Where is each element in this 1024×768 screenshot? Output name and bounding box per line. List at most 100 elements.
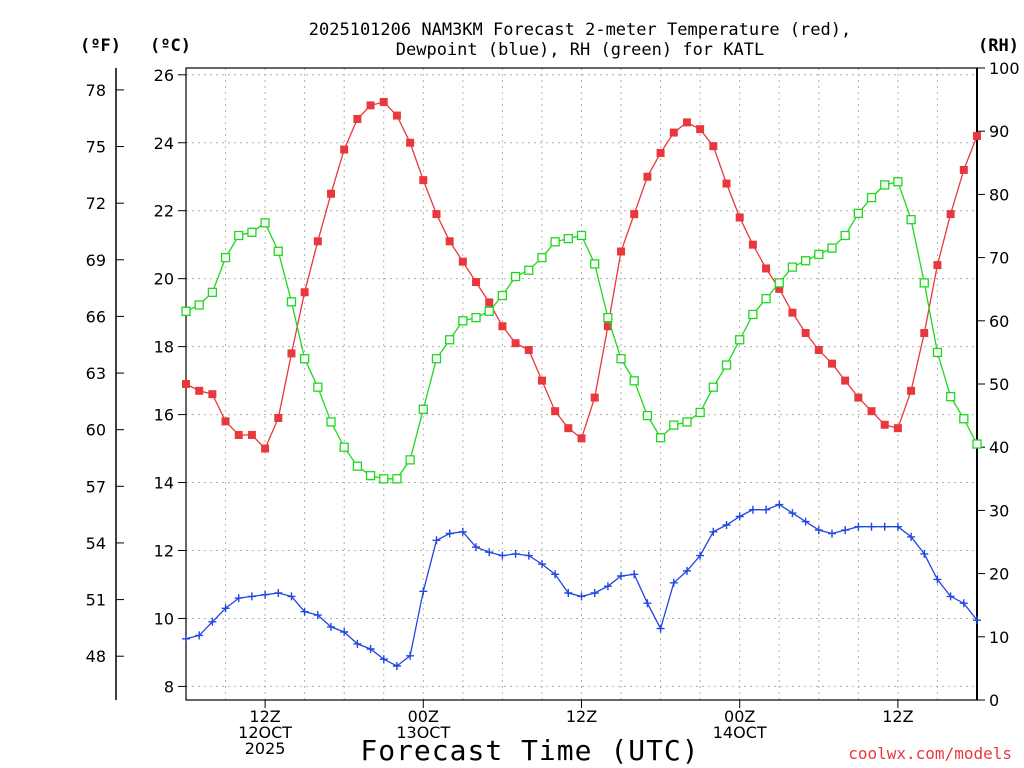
- dewpoint-point: [300, 607, 309, 616]
- x-tick-label: 13OCT: [396, 723, 450, 742]
- rh-tick-label: 100: [989, 59, 1020, 78]
- rh-point: [194, 300, 204, 310]
- rh-point: [431, 354, 442, 364]
- celsius-tick-label: 24: [154, 134, 174, 153]
- temperature-point: [247, 430, 256, 439]
- dewpoint-point: [485, 548, 494, 557]
- dewpoint-point: [419, 587, 428, 596]
- x-tick-label: 2025: [245, 739, 286, 758]
- temperature-point: [366, 101, 375, 110]
- temperature-point: [682, 118, 691, 127]
- credit-text: coolwx.com/models: [848, 744, 1012, 763]
- dewpoint-point: [656, 624, 665, 633]
- temperature-point: [867, 407, 876, 416]
- rh-point: [880, 180, 890, 190]
- rh-point: [207, 287, 218, 298]
- temperature-point: [340, 145, 349, 154]
- temperature-point: [893, 424, 902, 433]
- celsius-tick-label: 14: [154, 474, 174, 493]
- dewpoint-point: [498, 551, 507, 560]
- temperature-point: [182, 380, 190, 388]
- dewpoint-point: [617, 572, 625, 580]
- dewpoint-point: [854, 522, 863, 531]
- rh-point: [866, 192, 877, 203]
- dewpoint-point: [247, 592, 256, 601]
- temperature-point: [537, 376, 546, 385]
- temperature-point: [762, 264, 771, 273]
- dewpoint-point: [709, 527, 718, 536]
- rh-point: [537, 252, 547, 263]
- dewpoint-point: [828, 529, 836, 538]
- rh-point: [919, 278, 929, 288]
- dewpoint-point: [564, 589, 573, 597]
- dewpoint-point: [775, 500, 784, 509]
- rh-point: [642, 410, 653, 421]
- rh-point: [273, 246, 283, 256]
- celsius-tick-label: 26: [154, 66, 174, 85]
- fahrenheit-tick-label: 69: [86, 251, 106, 270]
- temperature-point: [907, 386, 916, 395]
- rh-point: [484, 306, 494, 316]
- temperature-point: [696, 125, 705, 134]
- rh-point: [669, 420, 679, 430]
- temperature-point: [933, 261, 942, 270]
- rh-tick-label: 10: [989, 628, 1009, 647]
- x-axis-title: Forecast Time (UTC): [360, 734, 700, 767]
- temperature-point: [551, 407, 560, 416]
- rh-point: [299, 354, 310, 364]
- dewpoint-point: [327, 622, 335, 631]
- temperature-point: [788, 308, 797, 317]
- dewpoint-point: [432, 536, 441, 545]
- temperature-point: [392, 111, 401, 120]
- rh-point: [840, 230, 850, 241]
- rh-point: [735, 335, 745, 345]
- dewpoint-point: [379, 655, 388, 664]
- dewpoint-point: [814, 526, 823, 535]
- temperature-point: [669, 128, 678, 137]
- temperature-point: [524, 346, 533, 355]
- rh-point: [379, 474, 389, 484]
- temperature-point: [432, 210, 441, 219]
- dewpoint-point: [195, 631, 204, 640]
- dewpoint-point: [973, 616, 981, 625]
- dewpoint-point: [683, 566, 691, 575]
- dewpoint-point: [511, 549, 520, 558]
- dewpoint-point: [748, 505, 757, 514]
- rh-point: [352, 461, 363, 471]
- dewpoint-point: [590, 589, 599, 597]
- temperature-point: [379, 97, 388, 106]
- x-tick-label: 12Z: [249, 707, 280, 726]
- fahrenheit-tick-label: 48: [86, 647, 106, 666]
- temperature-point: [313, 237, 322, 246]
- dewpoint-point: [551, 570, 560, 579]
- temperature-point: [946, 210, 955, 219]
- temperature-point: [841, 376, 850, 385]
- dewpoint-point: [867, 522, 876, 531]
- rh-point: [563, 233, 573, 244]
- rh-point: [260, 218, 270, 228]
- rh-point: [827, 243, 837, 253]
- rh-point: [234, 230, 244, 241]
- rh-point: [247, 227, 257, 237]
- dewpoint-point: [577, 592, 586, 601]
- rh-point: [418, 404, 428, 414]
- fahrenheit-tick-label: 54: [86, 534, 106, 553]
- x-tick-label: 12OCT: [238, 723, 292, 742]
- temperature-point: [261, 444, 270, 453]
- dewpoint-point: [907, 532, 916, 541]
- rh-tick-label: 0: [989, 691, 999, 710]
- rh-point: [800, 256, 811, 266]
- temperature-point: [234, 430, 243, 439]
- rh-tick-label: 70: [989, 249, 1009, 268]
- temperature-point: [709, 142, 718, 151]
- temperature-point: [564, 424, 573, 433]
- dewpoint-point: [261, 590, 270, 599]
- temperature-point: [630, 210, 639, 219]
- dewpoint-point: [287, 592, 296, 601]
- rh-unit-label: (RH): [978, 36, 1019, 56]
- temperature-point: [327, 189, 336, 198]
- rh-point: [524, 265, 534, 275]
- rh-point: [932, 347, 943, 358]
- dewpoint-point: [406, 651, 415, 660]
- rh-point: [405, 455, 415, 465]
